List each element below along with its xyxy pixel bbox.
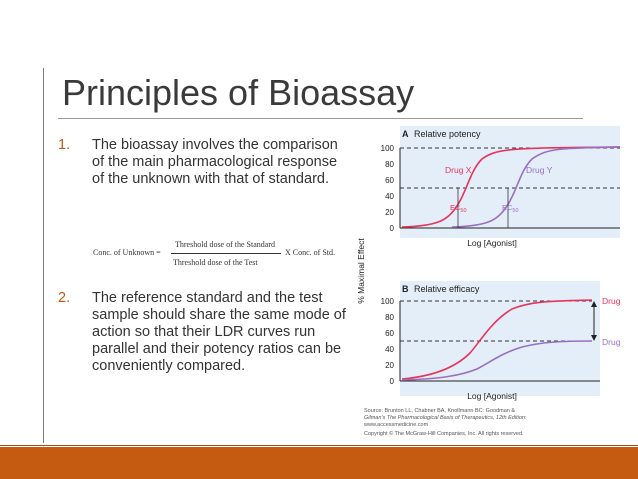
panel-b-title: Relative efficacy [414, 284, 480, 294]
panel-b-x-label: Log [Agonist] [467, 391, 517, 401]
tick-label: 0 [390, 224, 395, 233]
footer-divider [0, 445, 638, 446]
panel-b-drug-x-label: Drug X [602, 296, 620, 306]
tick-label: 100 [381, 297, 395, 306]
panel-b-ticks: 100 80 60 40 20 0 [381, 297, 395, 386]
dose-response-figure: A Relative potency 100 80 60 40 20 0 Dru… [356, 126, 620, 437]
panel-a-title: Relative potency [414, 129, 481, 139]
source-line: www.accessmedicine.com [363, 422, 429, 428]
formula-fraction-bar [171, 253, 281, 254]
panel-a-background [400, 126, 620, 238]
source-line: Source: Brunton LL, Chabner BA, Knollman… [364, 408, 515, 414]
tick-label: 40 [385, 345, 394, 354]
panel-a-drug-y-label: Drug Y [526, 165, 553, 175]
tick-label: 20 [385, 208, 394, 217]
left-border-rule [43, 68, 44, 443]
panel-a-drug-x-label: Drug X [445, 165, 472, 175]
list-item-number: 1. [58, 137, 71, 153]
arrow-down-icon [591, 335, 597, 341]
y-axis-label: % Maximal Effect [356, 238, 366, 304]
list-item-text: The bioassay involves the comparison of … [92, 137, 338, 187]
tick-label: 80 [385, 160, 394, 169]
figure-source: Source: Brunton LL, Chabner BA, Knollman… [363, 408, 527, 437]
footer-bar [0, 447, 638, 479]
panel-b-drug-x-curve [401, 299, 593, 380]
tick-label: 0 [390, 377, 395, 386]
tick-label: 100 [381, 144, 395, 153]
list-item-number: 2. [58, 290, 71, 306]
list-item-text: The reference standard and the test samp… [92, 290, 346, 374]
panel-b-drug-y-label: Drug Y [602, 337, 620, 347]
panel-b-drug-y-curve [401, 340, 593, 381]
panel-b-letter: B [402, 284, 409, 294]
panel-a-x-label: Log [Agonist] [467, 238, 517, 248]
tick-label: 60 [385, 329, 394, 338]
formula-numerator: Threshold dose of the Standard [175, 240, 275, 249]
arrow-up-icon [591, 301, 597, 307]
panel-a-letter: A [402, 129, 409, 139]
formula-rhs: X Conc. of Std. [285, 248, 335, 257]
panel-a-drug-y-curve [451, 146, 620, 228]
source-line: Gilman's The Pharmacological Basis of Th… [364, 415, 527, 421]
tick-label: 40 [385, 192, 394, 201]
panel-a-ec50-y-label: EC50 [502, 203, 519, 214]
panel-a-ec50-x-label: EC50 [450, 203, 467, 214]
panel-a-drug-x-curve [401, 146, 620, 228]
tick-label: 20 [385, 361, 394, 370]
formula-denominator: Threshold dose of the Test [173, 258, 258, 267]
source-line: Copyright © The McGraw-Hill Companies, I… [364, 430, 524, 437]
panel-a-ticks: 100 80 60 40 20 0 [381, 144, 395, 233]
tick-label: 80 [385, 313, 394, 322]
title-underline [58, 118, 583, 119]
tick-label: 60 [385, 176, 394, 185]
slide-title: Principles of Bioassay [62, 72, 415, 113]
formula-lhs: Conc. of Unknown = [93, 248, 161, 257]
